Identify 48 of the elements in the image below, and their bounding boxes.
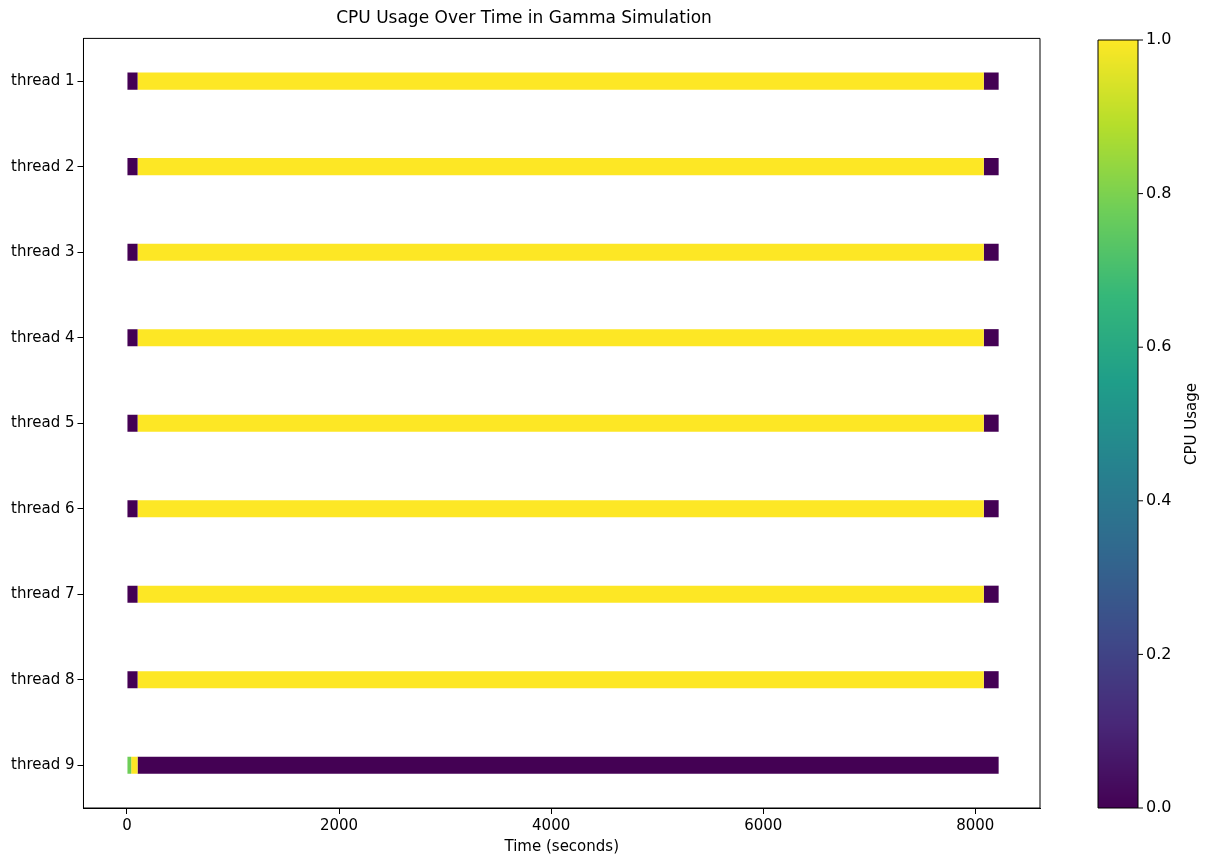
bar bbox=[127, 414, 138, 432]
x-tick-label: 8000 bbox=[956, 815, 995, 834]
color-bar-label: 0.2 bbox=[1146, 643, 1172, 663]
bar bbox=[127, 158, 138, 176]
bar bbox=[983, 158, 999, 176]
color-bar-label: 1.0 bbox=[1146, 29, 1172, 49]
y-tick-label: thread 5 bbox=[10, 413, 75, 432]
bar bbox=[137, 585, 984, 603]
bar bbox=[137, 414, 984, 432]
bar bbox=[983, 243, 999, 261]
color-bar-label: 0.0 bbox=[1146, 797, 1172, 817]
bar bbox=[127, 500, 138, 518]
bar bbox=[983, 671, 999, 689]
y-tick-label: thread 8 bbox=[10, 669, 75, 688]
y-tick-label: thread 2 bbox=[10, 156, 75, 175]
bar bbox=[137, 158, 984, 176]
bar bbox=[127, 243, 138, 261]
bar bbox=[127, 585, 138, 603]
y-tick-label: thread 7 bbox=[10, 584, 75, 603]
bar bbox=[983, 500, 999, 518]
bar bbox=[137, 72, 984, 90]
y-tick-label: thread 9 bbox=[10, 755, 75, 774]
bar bbox=[137, 500, 984, 518]
x-tick-label: 6000 bbox=[744, 815, 783, 834]
bar bbox=[137, 671, 984, 689]
bar bbox=[983, 72, 999, 90]
bar bbox=[127, 671, 138, 689]
color-bar-title: CPU Usage bbox=[1181, 382, 1200, 466]
x-tick-label: 4000 bbox=[532, 815, 571, 834]
chart-title: CPU Usage Over Time in Gamma Simulation bbox=[336, 6, 712, 27]
color-bar-label: 0.6 bbox=[1146, 336, 1172, 356]
y-tick-label: thread 4 bbox=[10, 327, 75, 346]
bar bbox=[127, 72, 138, 90]
bar bbox=[983, 414, 999, 432]
color-bar-label: 0.8 bbox=[1146, 182, 1172, 202]
bar bbox=[137, 243, 984, 261]
y-tick-label: thread 1 bbox=[10, 71, 75, 90]
bar bbox=[137, 329, 984, 347]
x-tick-label: 0 bbox=[122, 815, 132, 834]
bar bbox=[127, 756, 132, 774]
x-tick-label: 2000 bbox=[319, 815, 359, 834]
color-bar-label: 0.4 bbox=[1146, 489, 1172, 509]
x-axis-title: Time (seconds) bbox=[503, 836, 619, 855]
bar bbox=[127, 329, 138, 347]
bar bbox=[983, 329, 999, 347]
y-tick-label: thread 3 bbox=[10, 242, 75, 261]
y-tick-label: thread 6 bbox=[10, 498, 75, 517]
bar bbox=[983, 585, 999, 603]
